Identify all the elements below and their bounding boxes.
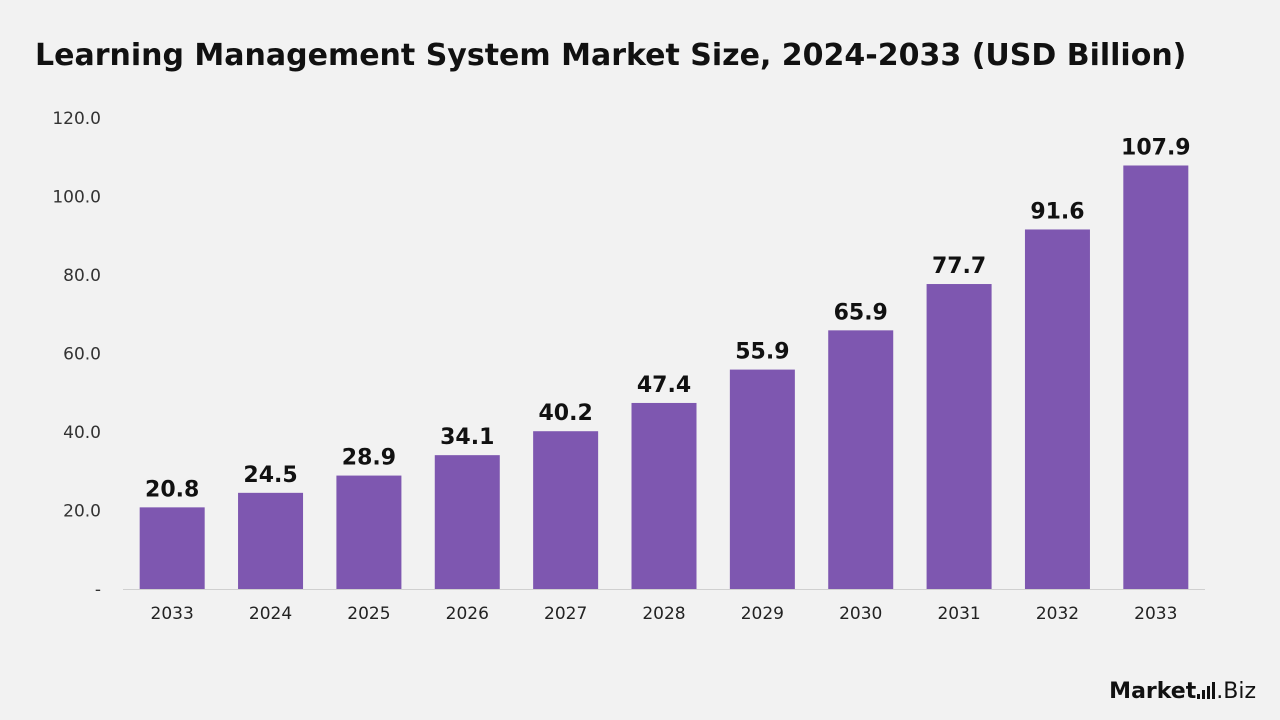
bar	[139, 507, 205, 589]
data-label: 107.9	[1121, 135, 1191, 160]
y-tick-label: 80.0	[63, 266, 101, 286]
brand-logo: Market .Biz	[1109, 679, 1256, 704]
bar	[926, 284, 992, 589]
bar	[729, 369, 795, 589]
x-tick-label: 2028	[642, 604, 685, 624]
x-tick-label: 2030	[839, 604, 882, 624]
bar	[434, 455, 500, 589]
brand-name-suffix: .Biz	[1216, 679, 1256, 704]
bar	[1024, 229, 1090, 589]
y-tick-label: 120.0	[52, 109, 101, 129]
x-tick-label: 2027	[544, 604, 587, 624]
x-tick-label: 2031	[937, 604, 980, 624]
y-tick-label: 100.0	[52, 188, 101, 208]
data-label: 28.9	[342, 446, 396, 471]
bar	[336, 475, 402, 589]
x-tick-label: 2029	[741, 604, 784, 624]
x-axis: 2033 2024 2025 2026 2027 2028 2029 2030 2031 2032…	[123, 589, 1205, 624]
y-tick-label: 40.0	[63, 423, 101, 443]
x-tick-label: 2026	[446, 604, 489, 624]
data-label: 77.7	[932, 254, 986, 279]
chart-title: Learning Management System Market Size, …	[35, 38, 1187, 73]
brand-name-bold: Market	[1109, 679, 1197, 704]
bars: 20.8 24.5 28.9 34.1 40.2 47.4 55.9 65.9 77.7 91.6…	[139, 135, 1191, 589]
y-tick-label: 20.0	[63, 502, 101, 522]
y-tick-label: 60.0	[63, 345, 101, 365]
x-tick-label: 2024	[249, 604, 292, 624]
bar	[238, 492, 304, 589]
data-label: 24.5	[243, 463, 297, 488]
data-label: 40.2	[538, 401, 592, 426]
data-label: 55.9	[735, 340, 789, 365]
data-label: 47.4	[637, 373, 691, 398]
data-label: 20.8	[145, 477, 199, 502]
y-tick-label: -	[95, 580, 101, 600]
x-tick-label: 2025	[347, 604, 390, 624]
y-axis: - 20.0 40.0 60.0 80.0 100.0 120.0	[52, 109, 101, 600]
data-label: 34.1	[440, 425, 494, 450]
bar-chart-icon	[1197, 679, 1216, 699]
bar	[631, 402, 697, 589]
data-label: 65.9	[834, 300, 888, 325]
bar	[1123, 165, 1189, 589]
x-tick-label: 2032	[1036, 604, 1079, 624]
bar	[828, 330, 894, 589]
bar	[533, 431, 599, 589]
data-label: 91.6	[1030, 199, 1084, 224]
x-tick-label: 2033	[151, 604, 194, 624]
x-tick-label: 2033	[1134, 604, 1177, 624]
